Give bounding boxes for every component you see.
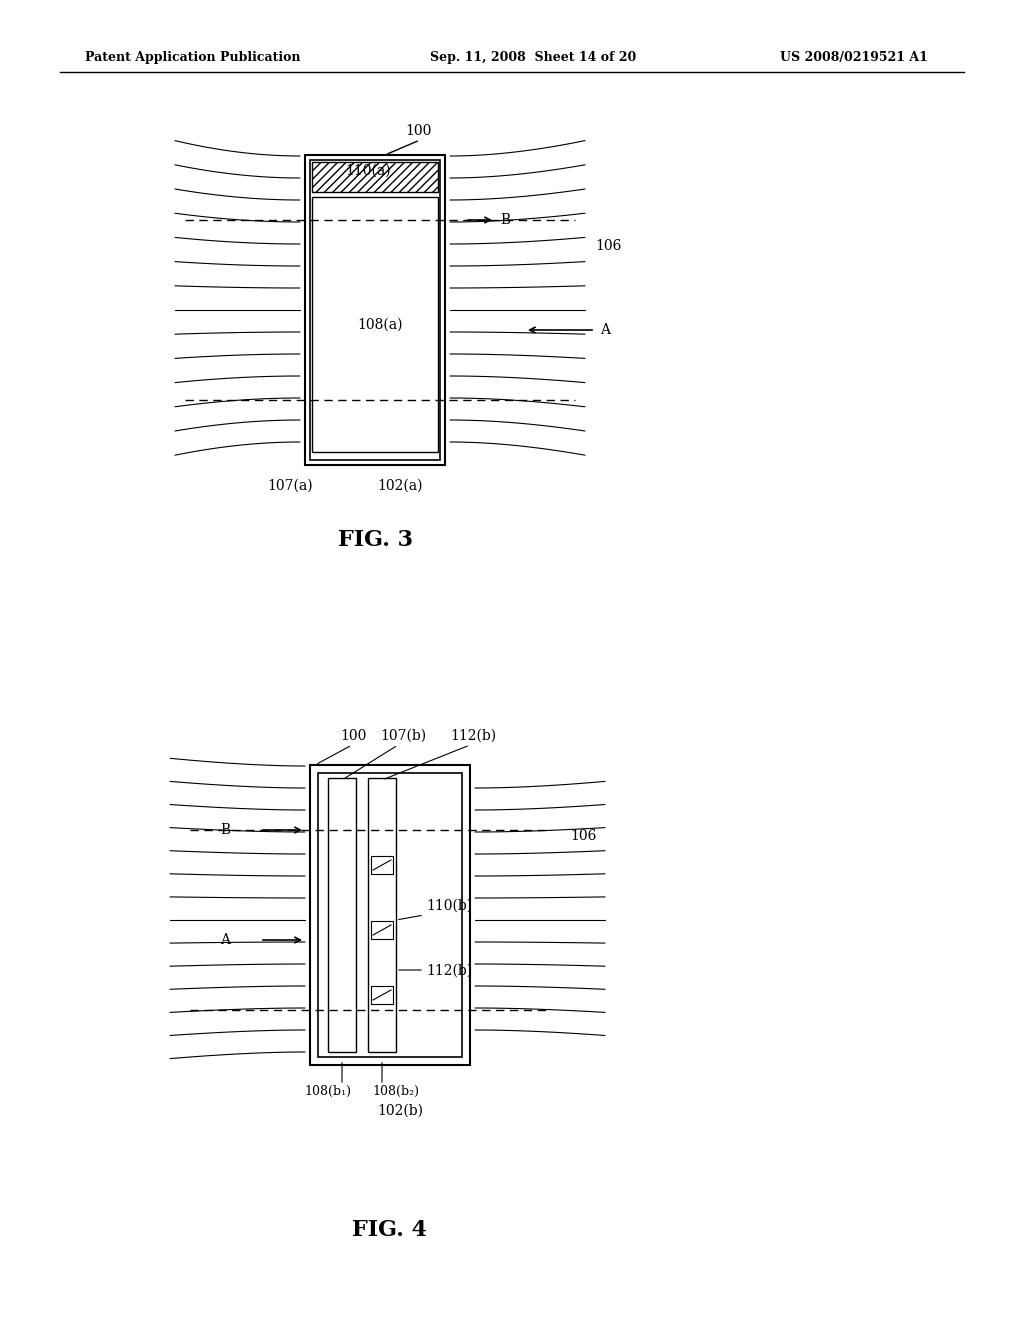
Text: 107(b): 107(b) [380,729,426,743]
Bar [328,777,356,1052]
Text: 108(b₂): 108(b₂) [373,1085,420,1098]
Text: 102(b): 102(b) [377,1104,423,1118]
Text: 108(a): 108(a) [357,318,402,331]
Text: 108(b₁): 108(b₁) [304,1085,351,1098]
Text: A: A [220,933,230,946]
Text: Patent Application Publication: Patent Application Publication [85,51,300,65]
Text: 100: 100 [406,124,431,139]
Bar [371,921,393,939]
Text: 110(a): 110(a) [345,164,390,178]
Text: 112(b): 112(b) [450,729,496,743]
Bar [310,160,440,459]
Text: Sep. 11, 2008  Sheet 14 of 20: Sep. 11, 2008 Sheet 14 of 20 [430,51,636,65]
Bar [312,162,438,191]
Text: 107(a): 107(a) [267,479,312,492]
Text: A: A [600,323,610,337]
Text: B: B [220,822,230,837]
Text: 106: 106 [570,829,596,843]
Text: FIG. 3: FIG. 3 [338,529,413,550]
Bar [318,774,462,1057]
Text: 112(b): 112(b) [426,964,472,978]
Text: FIG. 4: FIG. 4 [352,1218,427,1241]
Bar [305,154,445,465]
Bar [368,777,396,1052]
Bar [371,986,393,1005]
Text: US 2008/0219521 A1: US 2008/0219521 A1 [780,51,928,65]
Bar [312,197,438,451]
Bar [310,766,470,1065]
Text: 110(b): 110(b) [426,899,472,913]
Text: B: B [500,213,510,227]
Text: 106: 106 [595,239,622,253]
Text: 102(a): 102(a) [377,479,423,492]
Bar [371,855,393,874]
Text: 100: 100 [340,729,367,743]
